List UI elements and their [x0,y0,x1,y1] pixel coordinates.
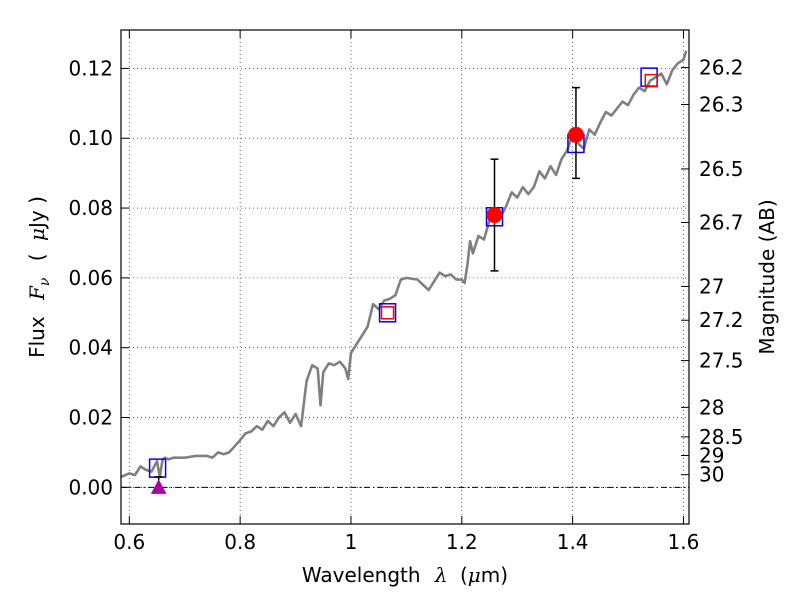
y2-tick-label: 27.5 [699,349,744,373]
x-tick-label: 0.8 [224,530,256,554]
observed-point [486,207,503,224]
y-axis-label: Flux Fν ( μJy ) [25,196,54,358]
x-axis-unit-open: ( [460,563,468,587]
y2-tick-label: 27 [699,274,724,298]
y2-tick-label: 30 [699,463,724,487]
y2-tick-label: 28.5 [699,425,744,449]
sed-model-line [120,50,688,479]
y-axis-unit-rest: Jy ) [25,196,49,230]
y-axis-flux-symbol: F [25,285,49,301]
x-tick-label: 0.6 [113,530,145,554]
y2-tick-label: 28 [699,395,724,419]
plot-frame [120,29,690,525]
y2-tick-label: 27.2 [699,308,744,332]
x-tick-label: 1 [345,530,358,554]
x-axis-unit-rest: m) [481,563,508,587]
x-axis-unit-mu: μ [468,563,481,587]
y2-tick-label: 26.5 [699,157,744,181]
y-axis-flux-subscript: ν [37,277,53,286]
y2-axis-label: Magnitude (AB) [755,199,779,354]
y-tick-label: 0.04 [68,336,113,360]
y-tick-label: 0.12 [68,56,113,80]
y-tick-label: 0.08 [68,196,113,220]
x-axis-lambda: λ [434,563,448,587]
y-tick-label: 0.10 [68,126,113,150]
y2-tick-label: 26.7 [699,210,744,234]
y-tick-label: 0.02 [68,406,113,430]
y-tick-label: 0.00 [68,475,113,499]
y2-tick-label: 26.2 [699,56,744,80]
y2-tick-label: 29 [699,444,724,468]
observed-point [567,126,584,143]
x-tick-label: 1.4 [557,530,589,554]
y-axis-unit-mu: μ [25,228,49,241]
ticks: 0.6 0.8 1 1.2 1.4 1.6 0.00 0.02 0.04 0.06 0.08 0.10… [68,30,744,554]
x-tick-label: 1.2 [446,530,478,554]
y-axis-unit-open: ( [25,253,49,261]
x-tick-label: 1.6 [668,530,700,554]
y-axis-label-prefix: Flux [25,316,49,358]
series-layer [120,50,688,494]
limit-square [380,306,395,320]
x-axis-label-prefix: Wavelength [302,563,421,587]
y2-tick-label: 26.3 [699,93,744,117]
limit-square [644,73,659,88]
x-axis-label: Wavelength λ (μm) [302,563,508,587]
y-tick-label: 0.06 [68,266,113,290]
non-detection-triangle [150,479,167,494]
bandpass-square [378,303,397,323]
